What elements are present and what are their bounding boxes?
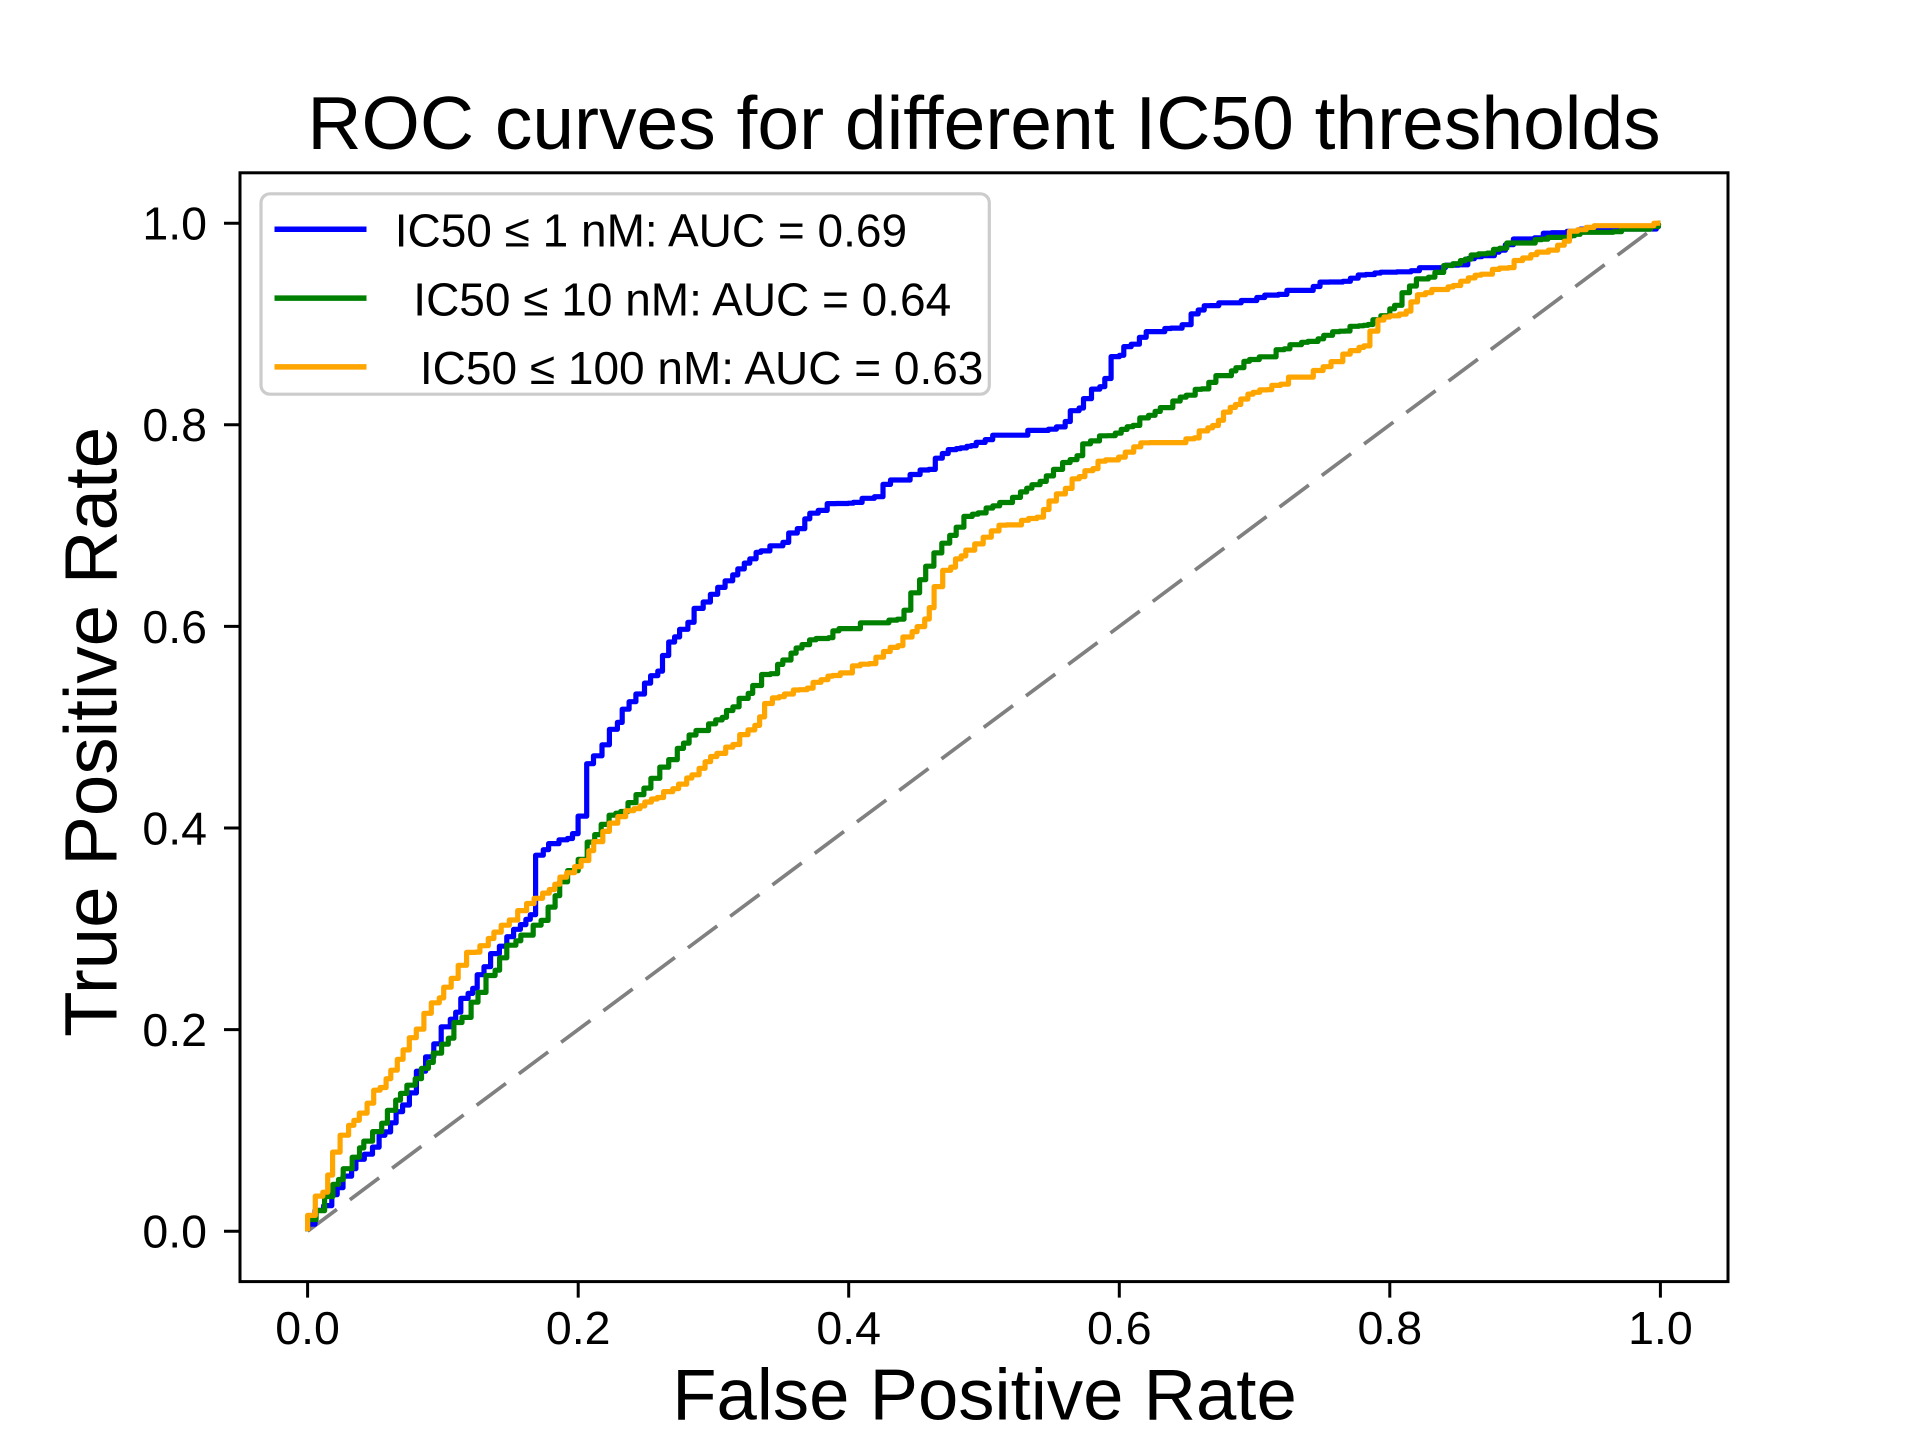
svg-text:0.0: 0.0 <box>142 1206 207 1258</box>
svg-text:1.0: 1.0 <box>1628 1302 1693 1354</box>
svg-text:0.0: 0.0 <box>275 1302 340 1354</box>
svg-text:IC50 ≤ 1 nM: AUC = 0.69: IC50 ≤ 1 nM: AUC = 0.69 <box>395 205 907 257</box>
svg-text:0.8: 0.8 <box>1357 1302 1422 1354</box>
svg-text:False Positive Rate: False Positive Rate <box>672 1355 1297 1436</box>
svg-text:0.8: 0.8 <box>142 399 207 451</box>
svg-text:True Positive Rate: True Positive Rate <box>50 427 133 1037</box>
svg-text:IC50 ≤ 10 nM: AUC = 0.64: IC50 ≤ 10 nM: AUC = 0.64 <box>413 273 951 325</box>
svg-text:0.4: 0.4 <box>816 1302 881 1354</box>
svg-text:0.6: 0.6 <box>142 601 207 653</box>
svg-text:0.4: 0.4 <box>142 802 207 854</box>
svg-text:IC50 ≤ 100 nM: AUC = 0.63: IC50 ≤ 100 nM: AUC = 0.63 <box>420 342 984 394</box>
svg-text:0.2: 0.2 <box>142 1004 207 1056</box>
svg-text:1.0: 1.0 <box>142 198 207 250</box>
svg-text:0.2: 0.2 <box>546 1302 611 1354</box>
svg-text:ROC curves for different IC50: ROC curves for different IC50 thresholds <box>307 81 1660 165</box>
svg-text:0.6: 0.6 <box>1087 1302 1152 1354</box>
